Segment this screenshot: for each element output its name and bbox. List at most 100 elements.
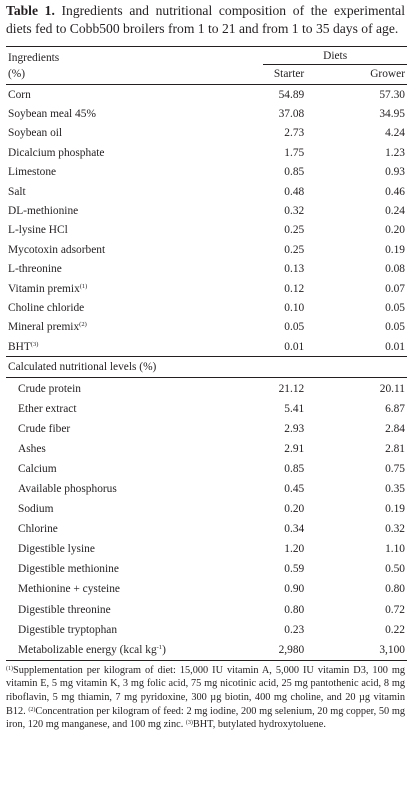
- ingredient-row: BHT(3) 0.01 0.01: [6, 337, 407, 357]
- nutritional-row: Methionine + cysteine 0.90 0.80: [6, 579, 407, 599]
- nutritional-row: Digestible methionine 0.59 0.50: [6, 559, 407, 579]
- energy-name: Metabolizable energy (kcal kg-1): [6, 640, 223, 661]
- grower-value: 0.07: [385, 282, 405, 295]
- starter-value: 0.05: [284, 321, 305, 334]
- grower-value: 0.32: [385, 523, 405, 536]
- grower-value: 4.24: [385, 127, 405, 140]
- grower-value: 0.93: [385, 166, 405, 179]
- ingredient-name: Soybean meal 45%: [6, 104, 223, 123]
- nutrient-name: Crude fiber: [18, 422, 71, 435]
- starter-value: 0.01: [284, 340, 305, 353]
- starter-value: 0.85: [284, 166, 305, 179]
- ingredient-name: L-lysine HCl: [6, 221, 223, 240]
- table-label: Table 1.: [6, 3, 55, 18]
- diets-label: Diets: [263, 50, 407, 65]
- grower-value: 0.35: [385, 482, 405, 495]
- grower-value: 1.10: [385, 543, 405, 556]
- nutritional-section-heading: Calculated nutritional levels (%): [8, 361, 157, 374]
- header-diets: Diets: [223, 47, 407, 65]
- diet-composition-table: Ingredients Diets (%) Starter Grower Cor…: [6, 46, 407, 661]
- nutrient-name: Digestible threonine: [18, 603, 111, 616]
- footnote-3: BHT, butylated hydroxytoluene.: [192, 719, 326, 731]
- header-unit: (%): [8, 67, 26, 80]
- header-starter: Starter: [273, 67, 305, 80]
- header-row-2: (%) Starter Grower: [6, 65, 407, 85]
- table-title: Ingredients and nutritional composition …: [6, 3, 405, 36]
- starter-value: 54.89: [278, 88, 305, 101]
- ingredient-label: Corn: [8, 88, 31, 101]
- nutrient-name: Digestible lysine: [18, 543, 95, 556]
- ingredient-row: Corn 54.89 57.30: [6, 85, 407, 105]
- nutritional-row: Crude fiber 2.93 2.84: [6, 419, 407, 439]
- ingredient-name: L-threonine: [6, 260, 223, 279]
- grower-value: 20.11: [379, 382, 405, 395]
- ingredient-row: DL-methionine 0.32 0.24: [6, 201, 407, 220]
- starter-value: 21.12: [278, 382, 305, 395]
- grower-value: 0.75: [385, 462, 405, 475]
- ingredient-row: Choline chloride 0.10 0.05: [6, 298, 407, 317]
- starter-value: 1.20: [284, 543, 305, 556]
- ingredient-label: Soybean oil: [8, 127, 63, 140]
- grower-value: 6.87: [385, 402, 405, 415]
- nutritional-row: Digestible lysine 1.20 1.10: [6, 539, 407, 559]
- footnote-2: Concentration per kilogram of feed: 2 mg…: [6, 705, 405, 731]
- grower-value: 0.19: [385, 503, 405, 516]
- starter-value: 1.75: [284, 146, 305, 159]
- grower-value: 3,100: [379, 643, 405, 656]
- footnote-1: Supplementation per kilogram of diet: 15…: [6, 664, 405, 717]
- nutrient-name: Sodium: [18, 503, 54, 516]
- ingredient-row: Soybean meal 45% 37.08 34.95: [6, 104, 407, 123]
- starter-value: 5.41: [284, 402, 305, 415]
- starter-value: 2,980: [278, 643, 305, 656]
- starter-value: 0.23: [284, 623, 305, 636]
- ingredient-name: DL-methionine: [6, 201, 223, 220]
- grower-value: 0.80: [385, 583, 405, 596]
- starter-value: 0.25: [284, 243, 305, 256]
- ingredient-name: Mycotoxin adsorbent: [6, 240, 223, 259]
- nutritional-section-row: Calculated nutritional levels (%): [6, 356, 407, 378]
- starter-value: 0.10: [284, 301, 305, 314]
- nutrient-name: Methionine + cysteine: [18, 583, 120, 596]
- ingredient-label: Limestone: [8, 166, 57, 179]
- grower-value: 2.81: [385, 442, 405, 455]
- ingredient-label: Mycotoxin adsorbent: [8, 243, 106, 256]
- ingredient-name: BHT(3): [6, 337, 223, 357]
- header-row-1: Ingredients Diets: [6, 46, 407, 65]
- nutrient-name: Chlorine: [18, 523, 58, 536]
- footnote-marker: (2): [79, 321, 87, 329]
- ingredient-name: Dicalcium phosphate: [6, 143, 223, 162]
- grower-value: 2.84: [385, 422, 405, 435]
- nutritional-row: Digestible threonine 0.80 0.72: [6, 600, 407, 620]
- ingredient-name: Mineral premix(2): [6, 318, 223, 337]
- ingredient-label: Vitamin premix: [8, 282, 80, 295]
- grower-value: 0.46: [385, 185, 405, 198]
- nutrient-name: Available phosphorus: [18, 482, 117, 495]
- starter-value: 0.48: [284, 185, 305, 198]
- ingredient-row: Mineral premix(2) 0.05 0.05: [6, 318, 407, 337]
- ingredient-label: BHT: [8, 340, 31, 353]
- nutritional-row: Chlorine 0.34 0.32: [6, 519, 407, 539]
- footnote-marker: (3): [30, 340, 39, 348]
- ingredient-label: Soybean meal 45%: [8, 108, 96, 121]
- ingredient-name: Soybean oil: [6, 124, 223, 143]
- energy-row: Metabolizable energy (kcal kg-1) 2,980 3,1…: [6, 640, 407, 661]
- ingredient-label: Choline chloride: [8, 301, 85, 314]
- nutritional-row: Ashes 2.91 2.81: [6, 439, 407, 459]
- nutritional-row: Calcium 0.85 0.75: [6, 459, 407, 479]
- starter-value: 0.34: [284, 523, 305, 536]
- starter-value: 0.90: [284, 583, 305, 596]
- grower-value: 0.72: [385, 603, 405, 616]
- starter-value: 0.20: [284, 503, 305, 516]
- nutritional-row: Ether extract 5.41 6.87: [6, 399, 407, 419]
- ingredient-row: L-threonine 0.13 0.08: [6, 260, 407, 279]
- footnote-marker: (1): [79, 282, 88, 290]
- starter-value: 0.80: [284, 603, 305, 616]
- grower-value: 1.23: [385, 146, 405, 159]
- header-ingredients: Ingredients: [8, 51, 60, 64]
- nutrient-name: Digestible methionine: [18, 563, 119, 576]
- starter-value: 0.13: [284, 263, 305, 276]
- ingredient-name: Salt: [6, 182, 223, 201]
- ingredient-name: Limestone: [6, 163, 223, 182]
- ingredient-row: Vitamin premix(1) 0.12 0.07: [6, 279, 407, 298]
